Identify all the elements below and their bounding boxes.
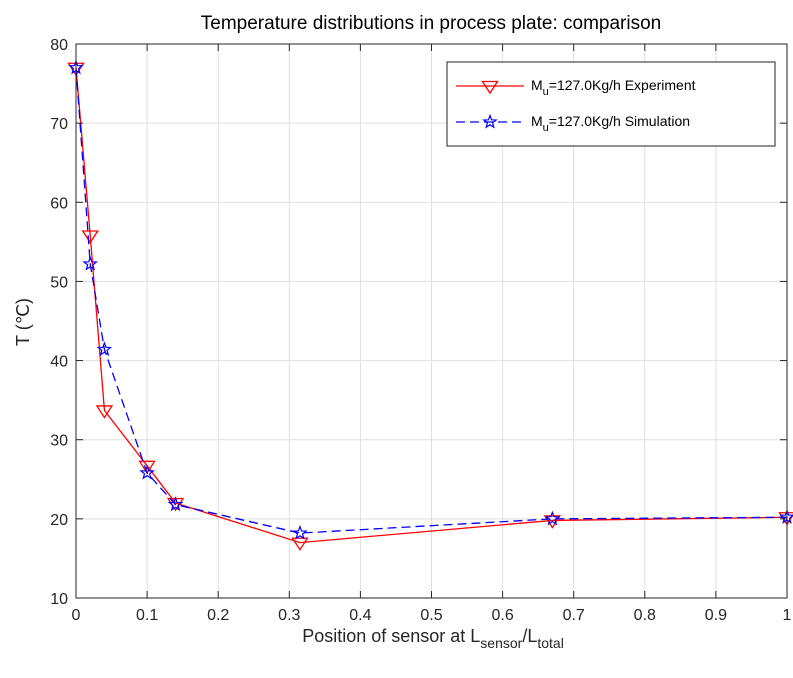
legend-marker-simulation [482,113,498,129]
legend-label-simulation: Mu=127.0Kg/h Simulation [531,113,690,134]
x-tick-label: 0.7 [563,607,585,624]
y-tick-label: 70 [50,116,68,133]
data-point [96,341,113,357]
x-tick-label: 0.8 [634,607,656,624]
legend: Mu=127.0Kg/h Experiment Mu=127.0Kg/h Sim… [446,61,776,147]
data-point [139,464,155,480]
y-tick-label: 80 [50,37,68,54]
x-tick-label: 0.2 [207,607,229,624]
data-point [81,230,99,244]
x-tick-label: 0.5 [420,607,442,624]
chart-title: Temperature distributions in process pla… [201,13,661,34]
data-point [138,460,156,475]
legend-box [446,61,776,147]
y-tick-label: 50 [50,274,68,291]
data-point [291,537,309,551]
series-line [75,67,788,534]
data-point [82,255,99,271]
legend-label-experiment: Mu=127.0Kg/h Experiment [531,77,696,98]
y-axis-title: T (℃) [13,298,33,346]
series-layer [67,59,793,551]
legend-marker-shape [482,113,498,129]
x-tick-label: 0.4 [349,607,371,624]
x-tick-label: 0.9 [705,607,727,624]
x-axis-title: Position of sensor at Lsensor/Ltotal [302,626,564,651]
data-point [292,524,308,540]
data-point [167,496,184,512]
x-tick-label: 1 [783,607,792,624]
y-tick-label: 30 [50,433,68,450]
x-tick-label: 0 [72,607,81,624]
data-point [95,405,114,419]
x-tick-label: 0.3 [278,607,300,624]
legend-marker-experiment [481,80,499,95]
ticks: 0 0.1 0.2 0.3 0.4 0.5 0.6 0.7 0.8 0.9 1 10 20 30 40 50 6… [50,37,791,624]
y-tick-label: 60 [50,195,68,212]
x-tick-label: 0.6 [491,607,513,624]
x-tick-label: 0.1 [136,607,158,624]
y-tick-label: 40 [50,354,68,371]
data-point [544,510,561,526]
y-tick-label: 20 [50,512,68,529]
legend-marker-shape [481,80,499,95]
y-tick-label: 10 [50,591,68,608]
